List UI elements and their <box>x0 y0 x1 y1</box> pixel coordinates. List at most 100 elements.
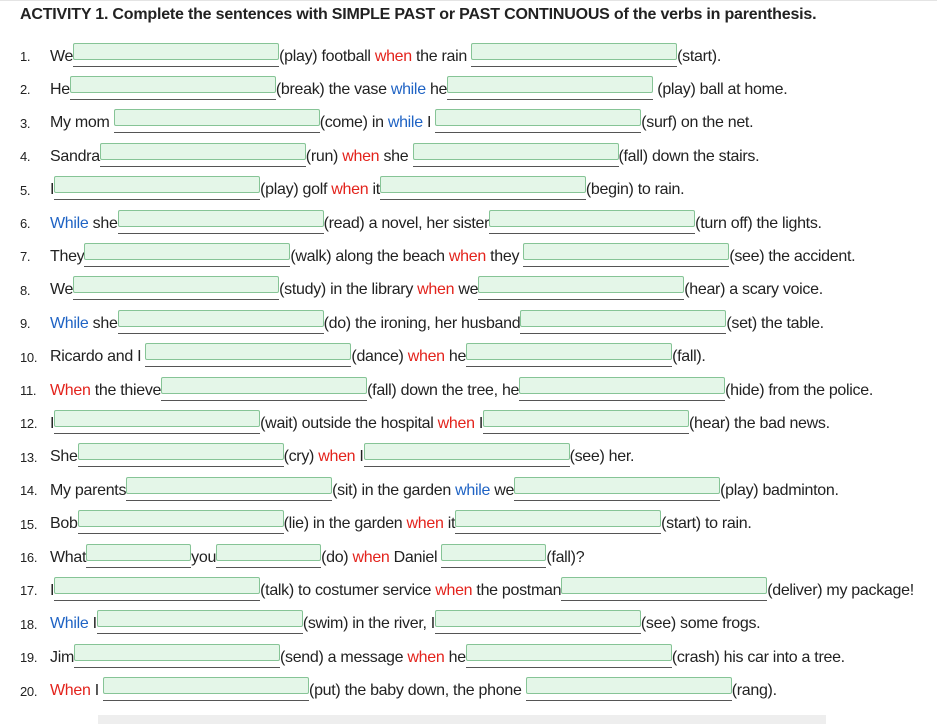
answer-blank[interactable] <box>363 443 570 461</box>
sentence-text: They <box>50 247 85 265</box>
answer-blank[interactable] <box>73 276 280 294</box>
answer-blank[interactable] <box>447 75 654 93</box>
blank-underline <box>86 543 192 568</box>
blank-underline <box>103 677 310 702</box>
sentence-text: She <box>50 448 78 466</box>
sentence-row: 4. Sandra (run) when she (fall) down the s… <box>20 140 760 173</box>
sentence-text: Sandra <box>50 147 100 165</box>
sentence-text: (sit) in the garden <box>332 481 456 499</box>
blank-underline <box>145 343 352 368</box>
answer-blank[interactable] <box>161 376 368 394</box>
answer-blank[interactable] <box>435 109 642 127</box>
answer-blank[interactable] <box>466 343 673 361</box>
answer-blank[interactable] <box>471 42 678 60</box>
answer-blank[interactable] <box>117 309 324 327</box>
answer-blank[interactable] <box>117 209 324 227</box>
sentence-row: 1. We (play) football when the rain (start… <box>20 40 721 73</box>
keyword: While <box>50 615 89 633</box>
sentence-row: 7. They (walk) along the beach when they (… <box>20 240 856 273</box>
blank-underline <box>126 476 333 501</box>
sentence-text: (run) <box>305 147 343 165</box>
sentence-text: My parents <box>50 481 127 499</box>
answer-blank[interactable] <box>126 476 333 494</box>
keyword: when <box>342 147 380 165</box>
sentence-text: it <box>443 515 456 533</box>
sentence-text: (walk) along the beach <box>290 247 449 265</box>
blank-underline <box>478 276 685 301</box>
item-number: 15. <box>20 516 38 532</box>
sentence-text: (hear) the bad news. <box>689 414 830 432</box>
answer-blank[interactable] <box>379 176 586 194</box>
answer-blank[interactable] <box>69 75 276 93</box>
answer-blank[interactable] <box>523 242 730 260</box>
blank-underline <box>216 543 322 568</box>
answer-blank[interactable] <box>113 109 320 127</box>
answer-blank[interactable] <box>96 610 303 628</box>
answer-blank[interactable] <box>519 376 726 394</box>
answer-blank[interactable] <box>73 643 280 661</box>
item-number: 17. <box>20 583 38 599</box>
blank-underline <box>465 643 672 668</box>
sentence-text: (fall) down the tree, he <box>367 381 520 399</box>
blank-underline <box>117 209 324 234</box>
sentence-text: I <box>474 414 483 432</box>
answer-blank[interactable] <box>465 643 672 661</box>
answer-blank[interactable] <box>54 576 261 594</box>
answer-blank[interactable] <box>77 443 284 461</box>
answer-blank[interactable] <box>145 343 352 361</box>
blank-underline <box>471 42 678 67</box>
sentence-row: 20. When I (put) the baby down, the phone… <box>20 675 777 708</box>
answer-blank[interactable] <box>99 142 306 160</box>
sentence-text: the rain <box>411 47 472 65</box>
item-number: 3. <box>20 115 31 131</box>
sentence-text: (study) in the library <box>279 281 418 299</box>
sentence-text: (begin) to rain. <box>585 181 685 199</box>
blank-underline <box>73 276 280 301</box>
sentence-text: I <box>90 682 104 700</box>
answer-blank[interactable] <box>54 409 261 427</box>
answer-blank[interactable] <box>54 176 261 194</box>
answer-blank[interactable] <box>483 409 689 427</box>
keyword: while <box>390 80 426 98</box>
sentence-text: it <box>368 181 380 199</box>
answer-blank[interactable] <box>514 476 721 494</box>
keyword: when <box>407 648 445 666</box>
answer-blank[interactable] <box>525 677 732 695</box>
answer-blank[interactable] <box>216 543 322 561</box>
sentence-row: 8. We (study) in the library when we (hear)… <box>20 274 823 307</box>
sentence-text: (surf) on the net. <box>641 114 754 132</box>
answer-blank[interactable] <box>86 543 192 561</box>
answer-blank[interactable] <box>434 610 641 628</box>
sentence-text: (fall)? <box>546 548 585 566</box>
answer-blank[interactable] <box>84 242 291 260</box>
item-number: 12. <box>20 416 38 432</box>
sentence-text: (swim) in the river, I <box>302 615 435 633</box>
sentence-text: I <box>355 448 364 466</box>
sentence-text: (play) badminton. <box>720 481 839 499</box>
answer-blank[interactable] <box>489 209 696 227</box>
sentence-row: 10. Ricardo and I (dance) when he (fall). <box>20 341 706 374</box>
answer-blank[interactable] <box>77 510 284 528</box>
blank-underline <box>525 677 732 702</box>
keyword: when <box>406 515 444 533</box>
sentence-text: I <box>88 615 97 633</box>
answer-blank[interactable] <box>441 543 547 561</box>
answer-blank[interactable] <box>520 309 727 327</box>
answer-blank[interactable] <box>561 576 768 594</box>
blank-underline <box>412 142 619 167</box>
sentence-text: Ricardo and I <box>50 348 146 366</box>
answer-blank[interactable] <box>455 510 662 528</box>
sentence-text: (do) <box>321 548 353 566</box>
blank-underline <box>489 209 696 234</box>
sentence-text: (talk) to costumer service <box>260 581 436 599</box>
answer-blank[interactable] <box>412 142 619 160</box>
sentence-text: (wait) outside the hospital <box>260 414 438 432</box>
answer-blank[interactable] <box>73 42 280 60</box>
answer-blank[interactable] <box>103 677 310 695</box>
sentence-text: (see) some frogs. <box>640 615 761 633</box>
answer-blank[interactable] <box>478 276 685 294</box>
sentence-row: 12. I (wait) outside the hospital when I (h… <box>20 407 830 440</box>
blank-underline <box>54 576 261 601</box>
sentence-text: (play) golf <box>260 181 332 199</box>
sentence-text: He <box>50 80 70 98</box>
